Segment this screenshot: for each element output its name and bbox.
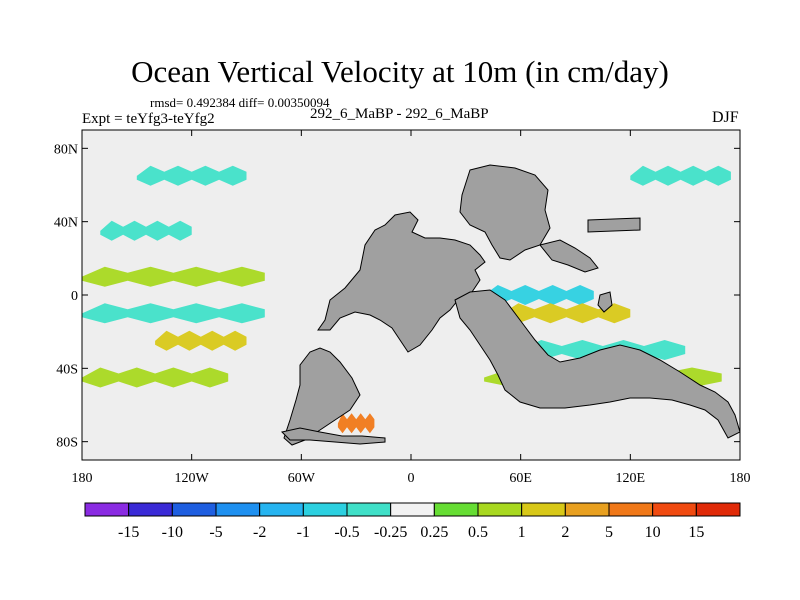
colorbar-label: -0.5 — [334, 524, 359, 541]
land-eurasia — [459, 164, 551, 261]
field-band-6 — [337, 413, 375, 434]
field-band-0 — [136, 165, 247, 186]
land-south-america — [283, 347, 361, 446]
land-layer — [281, 164, 740, 446]
colorbar-label: 15 — [688, 524, 704, 541]
field-band-2 — [82, 266, 265, 287]
field-band-3 — [82, 303, 265, 324]
y-tick-label: 40N — [54, 216, 78, 231]
colorbar-swatch — [521, 502, 566, 517]
y-tick-label: 0 — [71, 289, 78, 304]
colorbar-swatch — [171, 502, 217, 517]
colorbar-swatch — [608, 502, 654, 517]
colorbar-swatch — [477, 502, 523, 517]
colorbar-label: -5 — [209, 524, 222, 541]
land-australia-arm — [539, 239, 599, 273]
colorbar-label: -0.25 — [374, 524, 407, 541]
case-label: 292_6_MaBP - 292_6_MaBP — [310, 106, 489, 122]
y-tick-label: 40S — [56, 362, 78, 377]
colorbar-swatch — [652, 502, 697, 517]
colorbar-label: 1 — [518, 524, 526, 541]
colorbar-label: 2 — [561, 524, 569, 541]
field-band-4 — [155, 330, 247, 351]
colorbar-swatch — [346, 502, 392, 517]
colorbar-swatch — [128, 502, 173, 517]
field-band-11 — [630, 165, 731, 186]
land-indonesia — [597, 291, 613, 313]
field-band-7 — [484, 285, 594, 305]
land-antarctic-tip — [281, 427, 386, 445]
experiment-label: Expt = teYfg3-teYfg2 — [82, 111, 215, 127]
y-tick-label: 80S — [56, 436, 78, 451]
colorbar-swatch — [302, 502, 348, 517]
x-tick-label: 60W — [288, 471, 316, 486]
season-label: DJF — [712, 109, 739, 126]
x-tick-label: 180 — [72, 471, 93, 486]
colorbar-swatch — [84, 502, 130, 517]
colorbar-swatch — [390, 502, 435, 517]
field-band-1 — [100, 220, 192, 241]
colorbar-label: -10 — [162, 524, 183, 541]
colorbar-label: -2 — [253, 524, 266, 541]
x-tick-label: 60E — [509, 471, 532, 486]
land-africa — [454, 289, 740, 439]
colorbar-label: 5 — [605, 524, 613, 541]
chart-title: Ocean Vertical Velocity at 10m (in cm/da… — [131, 54, 669, 89]
colorbar-swatch — [433, 502, 479, 517]
x-tick-label: 120W — [175, 471, 210, 486]
x-tick-label: 0 — [408, 471, 415, 486]
field-band-5 — [82, 367, 229, 388]
colorbar-label: -1 — [297, 524, 310, 541]
land-island — [587, 217, 641, 233]
field-band-8 — [502, 303, 631, 324]
colorbar-label: 0.25 — [420, 524, 448, 541]
colorbar-swatch — [215, 502, 261, 517]
colorbar-swatch — [259, 502, 304, 517]
y-tick-label: 80N — [54, 142, 78, 157]
x-tick-label: 180 — [730, 471, 751, 486]
colorbar-swatch — [564, 502, 610, 517]
colorbar-label: -15 — [118, 524, 139, 541]
colorbar-label: 0.5 — [468, 524, 488, 541]
x-tick-label: 120E — [616, 471, 646, 486]
colorbar-label: 10 — [645, 524, 661, 541]
stats-label: rmsd= 0.492384 diff= 0.00350094 — [150, 95, 330, 110]
colorbar: -15 -10 -5 -2 -1 -0.5 -0.25 0.25 0.5 1 2 5 10 15 — [84, 502, 741, 541]
colorbar-swatch — [695, 502, 741, 517]
land-americas — [317, 211, 486, 353]
axes: 180 120W 60W 0 60E 120E 180 80N 40N 0 40S 80S — [54, 130, 751, 486]
